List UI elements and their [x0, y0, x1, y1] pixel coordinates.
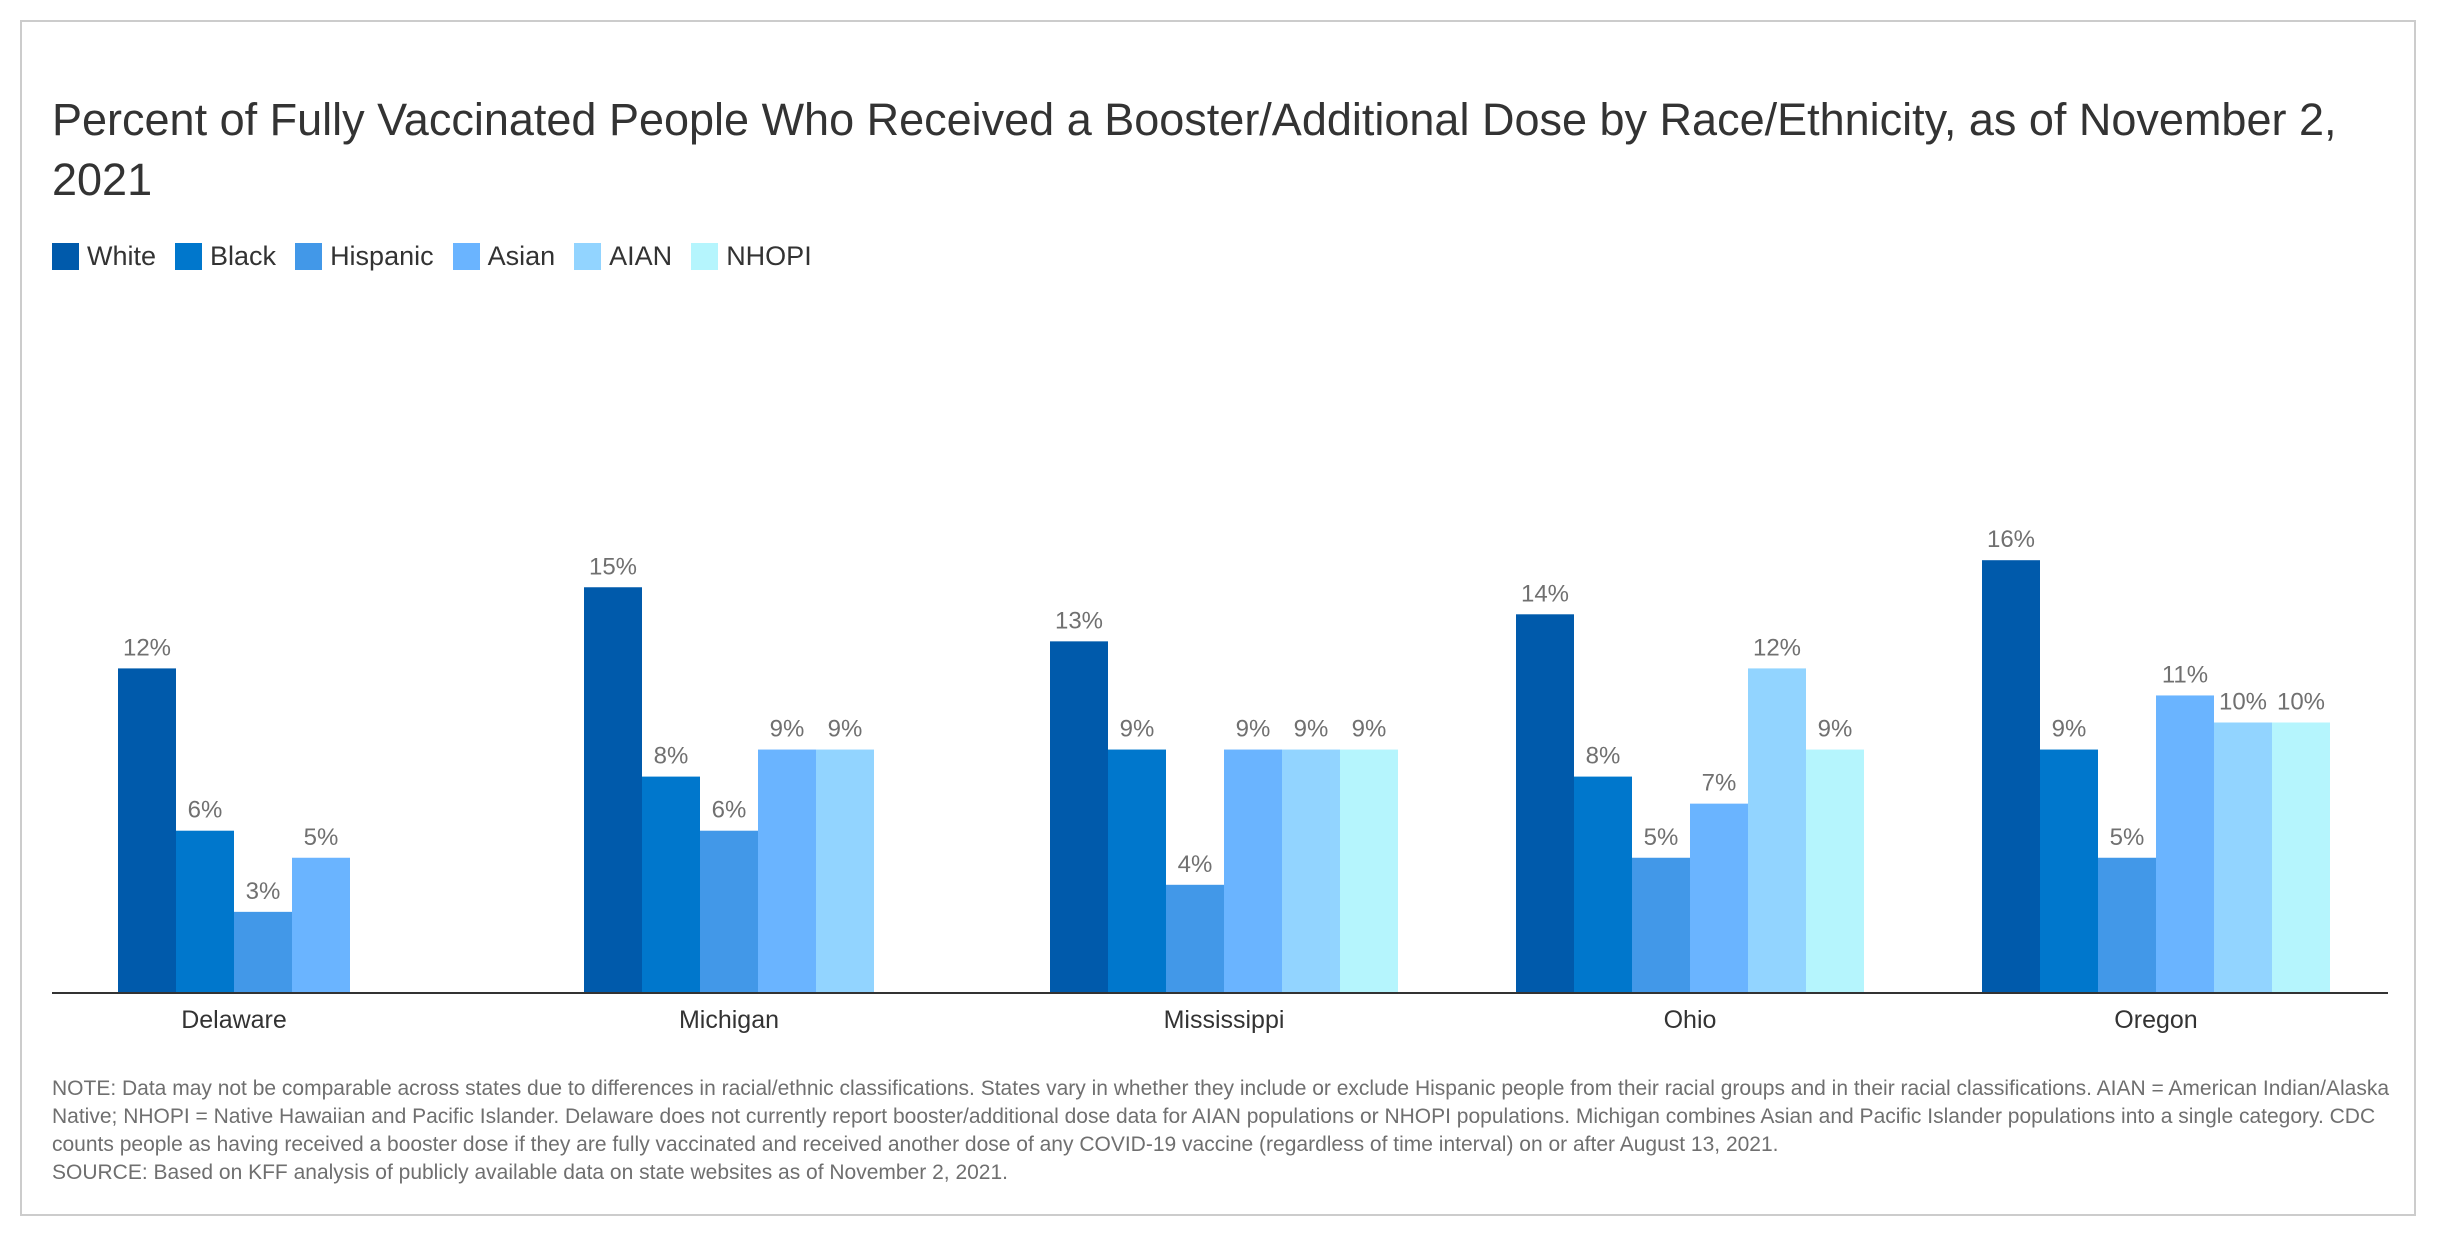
- source-text: SOURCE: Based on KFF analysis of publicl…: [52, 1161, 1008, 1184]
- data-label: 10%: [2219, 689, 2267, 716]
- bar-oregon-black: [2040, 749, 2098, 993]
- x-tick-label: Delaware: [181, 1006, 287, 1034]
- note-text: NOTE: Data may not be comparable across …: [52, 1077, 2390, 1156]
- legend-label: Asian: [487, 240, 556, 271]
- chart-footnote: NOTE: Data may not be comparable across …: [52, 1075, 2392, 1187]
- legend-swatch: [52, 242, 79, 270]
- bar-group-mississippi: 13% 9% 4% 9% 9% 9% Mississippi: [1050, 607, 1398, 1034]
- bar-oregon-white: [1982, 560, 2040, 993]
- x-tick-label: Ohio: [1664, 1006, 1717, 1034]
- data-label: 16%: [1987, 526, 2035, 553]
- bar-ohio-hispanic: [1632, 857, 1690, 993]
- data-label: 5%: [304, 824, 339, 851]
- data-label: 14%: [1521, 580, 1569, 607]
- legend-item-hispanic: Hispanic: [295, 241, 434, 272]
- legend-label: White: [87, 240, 157, 271]
- bar-michigan-white: [584, 587, 642, 993]
- legend-label: AIAN: [609, 240, 673, 271]
- data-label: 11%: [2162, 661, 2208, 688]
- x-tick-label: Oregon: [2114, 1006, 2197, 1034]
- legend-item-asian: Asian: [452, 240, 556, 272]
- chart-legend: White Black Hispanic Asian AIAN NHOPI: [52, 238, 831, 274]
- legend-swatch: [452, 242, 480, 270]
- legend-item-nhopi: NHOPI: [691, 241, 812, 272]
- legend-item-black: Black: [175, 241, 276, 272]
- bar-ohio-nhopi: [1806, 749, 1864, 993]
- data-label: 15%: [589, 553, 637, 580]
- data-label: 13%: [1055, 607, 1103, 634]
- legend-label: Hispanic: [330, 240, 434, 271]
- bar-mississippi-white: [1050, 641, 1108, 993]
- legend-swatch: [175, 242, 203, 270]
- data-label: 9%: [1818, 716, 1853, 743]
- data-label: 6%: [188, 797, 223, 824]
- x-tick-label: Michigan: [679, 1006, 779, 1034]
- bar-ohio-white: [1516, 614, 1574, 993]
- data-label: 9%: [2052, 716, 2087, 743]
- bar-michigan-asian: [758, 749, 816, 993]
- bar-michigan-black: [642, 776, 700, 993]
- bar-mississippi-black: [1108, 749, 1166, 993]
- data-label: 8%: [654, 743, 689, 770]
- bar-delaware-white: [118, 668, 176, 993]
- legend-swatch: [691, 242, 719, 270]
- bar-delaware-black: [176, 830, 234, 993]
- bar-mississippi-hispanic: [1166, 884, 1224, 993]
- bar-group-oregon: 16% 9% 5% 11% 10% 10% Oregon: [1982, 526, 2330, 1034]
- bar-ohio-asian: [1690, 803, 1748, 993]
- data-label: 7%: [1702, 770, 1737, 797]
- bar-oregon-nhopi: [2272, 722, 2330, 993]
- chart-title: Percent of Fully Vaccinated People Who R…: [52, 94, 2337, 205]
- bar-ohio-black: [1574, 776, 1632, 993]
- x-tick-label: Mississippi: [1164, 1006, 1285, 1034]
- data-label: 6%: [712, 797, 747, 824]
- bar-michigan-hispanic: [700, 830, 758, 993]
- bar-delaware-hispanic: [234, 911, 292, 993]
- bar-group-delaware: 12% 6% 3% 5% Delaware: [118, 634, 350, 1034]
- bar-oregon-aian: [2214, 722, 2272, 993]
- legend-item-aian: AIAN: [574, 241, 672, 272]
- bar-mississippi-nhopi: [1340, 749, 1398, 993]
- legend-swatch: [574, 242, 602, 270]
- bar-oregon-hispanic: [2098, 857, 2156, 993]
- data-label: 9%: [1236, 716, 1271, 743]
- data-label: 5%: [2110, 824, 2145, 851]
- data-label: 9%: [1294, 716, 1329, 743]
- legend-label: Black: [210, 240, 277, 271]
- bar-delaware-asian: [292, 857, 350, 993]
- data-label: 10%: [2277, 689, 2325, 716]
- data-label: 9%: [770, 716, 805, 743]
- bar-group-michigan: 15% 8% 6% 9% 9% Michigan: [584, 553, 874, 1034]
- bar-ohio-aian: [1748, 668, 1806, 993]
- data-label: 8%: [1586, 743, 1621, 770]
- data-label: 5%: [1644, 824, 1679, 851]
- data-label: 9%: [1120, 716, 1155, 743]
- bar-mississippi-asian: [1224, 749, 1282, 993]
- legend-swatch: [295, 242, 323, 270]
- data-label: 4%: [1178, 851, 1213, 878]
- legend-label: NHOPI: [726, 240, 812, 271]
- bar-michigan-aian: [816, 749, 874, 993]
- bar-oregon-asian: [2156, 695, 2214, 993]
- legend-item-white: White: [52, 241, 156, 272]
- bar-mississippi-aian: [1282, 749, 1340, 993]
- data-label: 3%: [246, 878, 281, 905]
- data-label: 12%: [1753, 634, 1801, 661]
- data-label: 12%: [123, 634, 171, 661]
- bar-group-ohio: 14% 8% 5% 7% 12% 9% Ohio: [1516, 580, 1864, 1034]
- data-label: 9%: [828, 716, 863, 743]
- data-label: 9%: [1352, 716, 1387, 743]
